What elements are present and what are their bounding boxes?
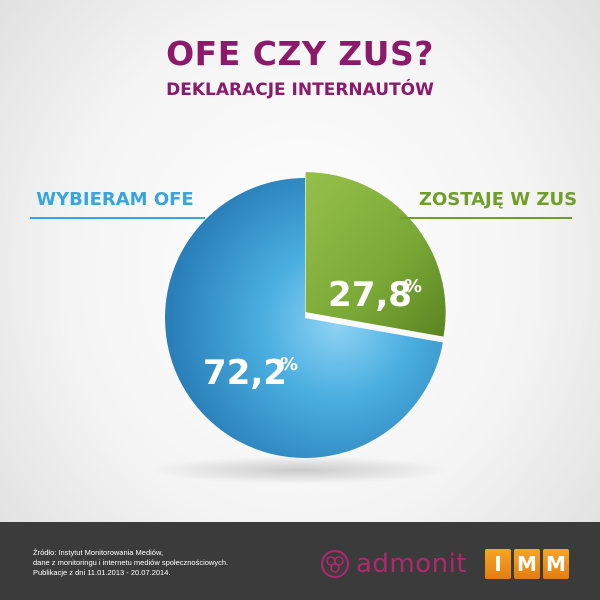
source-note: Źródło: Instytut Monitorowania Mediów, d… <box>33 548 303 578</box>
imm-letter-m2: M <box>543 549 569 579</box>
pie-chart: 27,8%72,2%WYBIERAM OFE ZOSTAJĘ W ZUS <box>30 172 577 484</box>
admonit-wordmark: admonit <box>356 549 468 579</box>
source-line-2: dane z monitoringu i internetu mediów sp… <box>33 558 229 567</box>
source-line-1: Źródło: Instytut Monitorowania Mediów, <box>33 548 164 557</box>
chart-subtitle: DEKLARACJE INTERNAUTÓW <box>166 80 434 100</box>
source-line-3: Publikacje z dni 11.01.2013 - 20.07.2014… <box>33 568 171 577</box>
admonit-logo: admonit <box>320 547 467 581</box>
value-label-zus-percent: % <box>404 276 422 297</box>
imm-letter-m1: M <box>514 549 540 579</box>
pie-slice-ofe <box>164 178 443 458</box>
value-label-ofe: 72,2 <box>203 353 287 393</box>
imm-letter-i: I <box>485 549 511 579</box>
imm-logo: I M M <box>485 549 569 579</box>
chart-title: OFE CZY ZUS? <box>166 34 434 73</box>
legend-label-zus: ZOSTAJĘ W ZUS <box>419 189 577 210</box>
legend-label-ofe: WYBIERAM OFE <box>36 189 193 210</box>
value-label-ofe-percent: % <box>280 354 298 375</box>
pie-slice-zus <box>305 172 446 337</box>
admonit-flower-icon <box>321 550 349 578</box>
pie-shadow <box>150 456 450 484</box>
value-label-zus: 27,8 <box>328 275 412 315</box>
